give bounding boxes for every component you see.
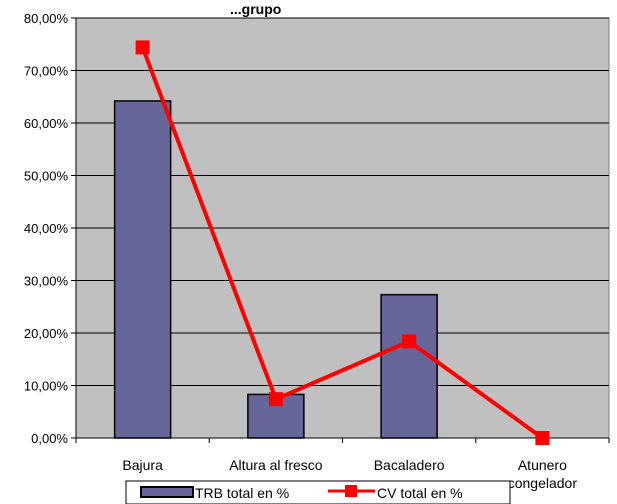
y-tick-label: 40,00% (24, 221, 69, 236)
legend-label-trb: TRB total en % (195, 485, 289, 501)
line-point (535, 431, 550, 445)
y-tick-label: 60,00% (24, 116, 69, 131)
line-series (135, 40, 550, 445)
y-tick-label: 20,00% (24, 326, 69, 341)
legend-box (125, 480, 511, 504)
x-axis-labels: Bajura Altura al fresco Bacaladero Atunero c… (122, 457, 577, 491)
x-tick-label: Bajura (122, 457, 163, 473)
bar-series (113, 100, 438, 439)
y-tick-label: 30,00% (24, 274, 69, 289)
bar (380, 293, 438, 439)
x-tick-label: Atunero (518, 457, 567, 473)
chart-title: ...grupo (230, 1, 281, 17)
y-tick-label: 0,00% (31, 431, 68, 446)
y-tick-label: 70,00% (24, 64, 69, 79)
line-point (402, 334, 417, 349)
x-tick-label: congelador (508, 475, 578, 491)
bar (113, 100, 172, 439)
legend: TRB total en % CV total en % (125, 480, 511, 504)
line-point (268, 392, 283, 407)
x-tick-label: Altura al fresco (229, 457, 323, 473)
x-tick-label: Bacaladero (374, 457, 445, 473)
legend-label-cv: CV total en % (377, 485, 463, 501)
series-line (140, 46, 544, 440)
y-tick-label: 80,00% (24, 11, 69, 26)
legend-swatch-bar (140, 486, 194, 498)
legend-swatch-marker (345, 485, 357, 497)
y-tick-label: 10,00% (24, 379, 69, 394)
line-point (135, 40, 150, 55)
y-axis-ticks: 0,00% 10,00% 20,00% 30,00% 40,00% 50,00% 60,00… (24, 11, 69, 446)
y-tick-label: 50,00% (24, 169, 69, 184)
